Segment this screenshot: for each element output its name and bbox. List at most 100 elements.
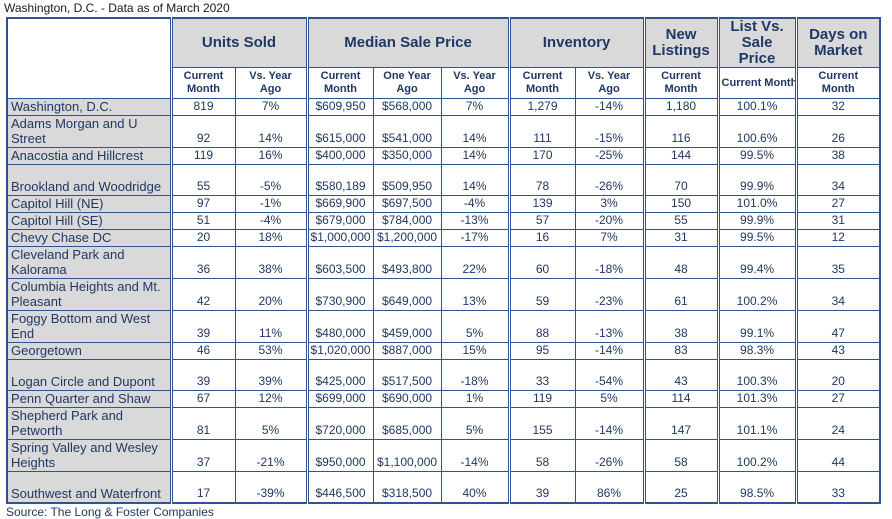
cell-units-vs-year: 38% — [234, 246, 308, 279]
cell-units-vs-year: 14% — [234, 115, 308, 148]
cell-units-current: 81 — [169, 407, 236, 440]
table-body: Washington, D.C. 819 7% $609,950 $568,000 7% 1… — [6, 98, 881, 503]
cell-days-on-market-current: 31 — [794, 212, 881, 230]
cell-inventory-vs-year: -25% — [574, 147, 645, 165]
sub-header-units-current: Current Month — [169, 67, 236, 99]
cell-units-vs-year: 20% — [234, 278, 308, 311]
cell-median-vs-year: 40% — [440, 471, 510, 503]
row-label: Penn Quarter and Shaw — [6, 390, 172, 408]
cell-median-vs-year: -14% — [440, 439, 510, 472]
source-note: Source: The Long & Foster Companies — [6, 504, 214, 519]
row-label: Southwest and Waterfront — [6, 471, 172, 503]
cell-units-current: 39 — [169, 310, 236, 343]
cell-median-current: $603,500 — [305, 246, 374, 279]
row-label: Chevy Chase DC — [6, 229, 172, 247]
cell-median-one-year: $350,000 — [372, 147, 442, 165]
cell-new-listings-current: 116 — [642, 115, 719, 148]
cell-median-current: $400,000 — [305, 147, 374, 165]
cell-units-vs-year: -4% — [234, 212, 308, 230]
cell-units-current: 20 — [169, 229, 236, 247]
cell-units-current: 17 — [169, 471, 236, 503]
cell-inventory-current: 39 — [507, 471, 576, 503]
cell-median-vs-year: 5% — [440, 407, 510, 440]
sub-header-days-on-market-current: Current Month — [794, 67, 881, 99]
cell-median-current: $1,000,000 — [305, 229, 374, 247]
cell-days-on-market-current: 43 — [794, 342, 881, 360]
cell-median-one-year: $509,950 — [372, 164, 442, 196]
header-group-row: Units Sold Median Sale Price Inventory New … — [6, 17, 881, 99]
table-row: Southwest and Waterfront 17 -39% $446,500 $3… — [6, 471, 881, 503]
cell-new-listings-current: 48 — [642, 246, 719, 279]
cell-median-vs-year: -4% — [440, 195, 510, 213]
cell-list-vs-sale-current: 98.3% — [716, 342, 797, 360]
cell-days-on-market-current: 27 — [794, 195, 881, 213]
cell-list-vs-sale-current: 100.3% — [716, 359, 797, 391]
cell-inventory-current: 88 — [507, 310, 576, 343]
table-row: Shepherd Park and Petworth 81 5% $720,000 $6… — [6, 407, 881, 440]
cell-list-vs-sale-current: 99.9% — [716, 164, 797, 196]
cell-median-vs-year: 13% — [440, 278, 510, 311]
cell-units-vs-year: 12% — [234, 390, 308, 408]
cell-units-current: 67 — [169, 390, 236, 408]
cell-inventory-current: 33 — [507, 359, 576, 391]
cell-median-vs-year: -18% — [440, 359, 510, 391]
group-header-list-vs-sale-price: List Vs. Sale Price — [716, 17, 797, 68]
cell-inventory-current: 59 — [507, 278, 576, 311]
row-label: Shepherd Park and Petworth — [6, 407, 172, 440]
cell-new-listings-current: 147 — [642, 407, 719, 440]
cell-units-vs-year: 11% — [234, 310, 308, 343]
table-row: Chevy Chase DC 20 18% $1,000,000 $1,200,000-… — [6, 229, 881, 247]
cell-median-one-year: $685,000 — [372, 407, 442, 440]
cell-days-on-market-current: 34 — [794, 278, 881, 311]
table-row: Foggy Bottom and West End 39 11% $480,000 $4… — [6, 310, 881, 343]
cell-new-listings-current: 55 — [642, 212, 719, 230]
cell-new-listings-current: 144 — [642, 147, 719, 165]
cell-median-current: $720,000 — [305, 407, 374, 440]
cell-median-one-year: $649,000 — [372, 278, 442, 311]
cell-median-one-year: $459,000 — [372, 310, 442, 343]
cell-days-on-market-current: 12 — [794, 229, 881, 247]
sub-header-units-vs-year: Vs. Year Ago — [234, 67, 308, 99]
cell-list-vs-sale-current: 100.1% — [716, 98, 797, 116]
cell-units-current: 42 — [169, 278, 236, 311]
cell-median-one-year: $541,000 — [372, 115, 442, 148]
cell-inventory-current: 111 — [507, 115, 576, 148]
cell-inventory-vs-year: 3% — [574, 195, 645, 213]
corner-cell — [6, 17, 172, 99]
cell-units-vs-year: -1% — [234, 195, 308, 213]
cell-new-listings-current: 38 — [642, 310, 719, 343]
cell-days-on-market-current: 47 — [794, 310, 881, 343]
cell-units-current: 46 — [169, 342, 236, 360]
table-row: Capitol Hill (SE) 51 -4% $679,000 $784,000 -1… — [6, 212, 881, 230]
cell-units-vs-year: 7% — [234, 98, 308, 116]
cell-new-listings-current: 83 — [642, 342, 719, 360]
row-label: Capitol Hill (NE) — [6, 195, 172, 213]
cell-list-vs-sale-current: 101.1% — [716, 407, 797, 440]
cell-inventory-current: 95 — [507, 342, 576, 360]
cell-inventory-current: 170 — [507, 147, 576, 165]
cell-inventory-vs-year: 7% — [574, 229, 645, 247]
row-label: Anacostia and Hillcrest — [6, 147, 172, 165]
cell-list-vs-sale-current: 100.6% — [716, 115, 797, 148]
cell-inventory-vs-year: 86% — [574, 471, 645, 503]
cell-median-current: $699,000 — [305, 390, 374, 408]
cell-median-current: $480,000 — [305, 310, 374, 343]
cell-units-current: 36 — [169, 246, 236, 279]
cell-units-current: 92 — [169, 115, 236, 148]
table-row: Adams Morgan and U Street 92 14% $615,000 $5… — [6, 115, 881, 148]
row-label: Washington, D.C. — [6, 98, 172, 116]
cell-list-vs-sale-current: 99.1% — [716, 310, 797, 343]
cell-inventory-vs-year: -23% — [574, 278, 645, 311]
cell-days-on-market-current: 44 — [794, 439, 881, 472]
cell-median-current: $609,950 — [305, 98, 374, 116]
cell-inventory-vs-year: -26% — [574, 164, 645, 196]
cell-units-vs-year: 5% — [234, 407, 308, 440]
cell-days-on-market-current: 33 — [794, 471, 881, 503]
row-label: Foggy Bottom and West End — [6, 310, 172, 343]
cell-median-one-year: $517,500 — [372, 359, 442, 391]
cell-days-on-market-current: 34 — [794, 164, 881, 196]
cell-inventory-current: 78 — [507, 164, 576, 196]
cell-days-on-market-current: 24 — [794, 407, 881, 440]
cell-median-vs-year: 14% — [440, 115, 510, 148]
